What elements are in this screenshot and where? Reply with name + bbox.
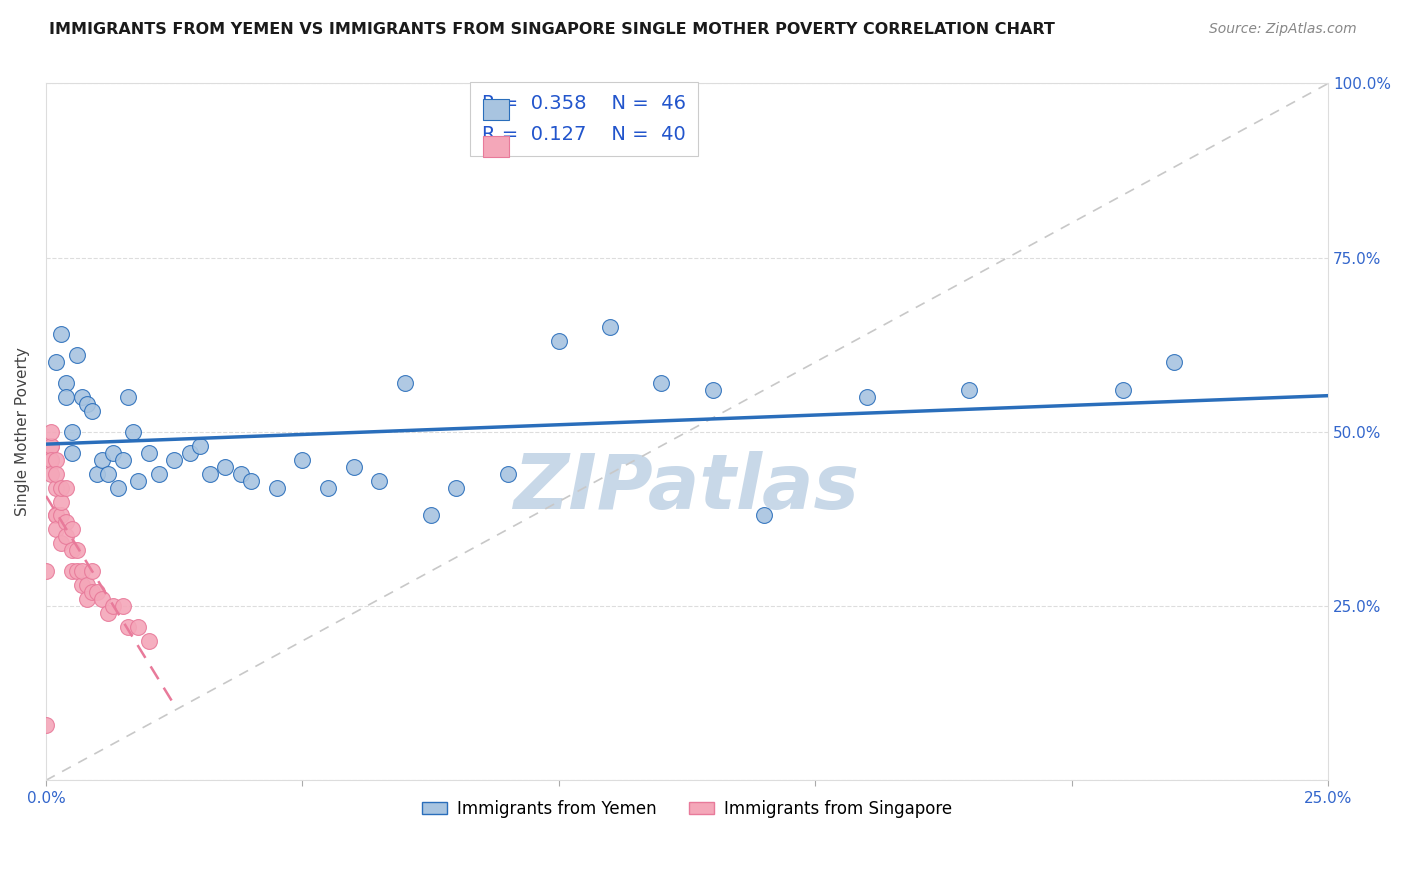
Point: [127, 620, 149, 634]
Point: [547, 334, 569, 349]
Point: [117, 390, 139, 404]
Text: IMMIGRANTS FROM YEMEN VS IMMIGRANTS FROM SINGAPORE SINGLE MOTHER POVERTY CORRELA: IMMIGRANTS FROM YEMEN VS IMMIGRANTS FROM…: [49, 22, 1054, 37]
Point: [55, 390, 77, 404]
Point: [39, 467, 62, 481]
Point: [855, 390, 877, 404]
Point: [1163, 355, 1185, 369]
Point: [446, 481, 468, 495]
Point: [39, 452, 62, 467]
Point: [60, 543, 83, 558]
Point: [316, 481, 339, 495]
Point: [70, 390, 93, 404]
Point: [60, 425, 83, 439]
Point: [107, 481, 129, 495]
Point: [66, 564, 89, 578]
Point: [66, 543, 89, 558]
Point: [60, 564, 83, 578]
FancyBboxPatch shape: [484, 136, 509, 157]
Point: [122, 425, 145, 439]
Point: [101, 446, 124, 460]
Text: Source: ZipAtlas.com: Source: ZipAtlas.com: [1209, 22, 1357, 37]
Point: [240, 474, 263, 488]
Point: [39, 439, 62, 453]
Point: [60, 446, 83, 460]
Point: [188, 439, 211, 453]
Point: [752, 508, 775, 523]
Point: [45, 467, 67, 481]
Point: [51, 327, 73, 342]
Point: [55, 516, 77, 530]
Point: [368, 474, 391, 488]
Point: [82, 564, 104, 578]
Point: [70, 564, 93, 578]
Point: [82, 404, 104, 418]
Point: [138, 446, 160, 460]
Point: [66, 348, 89, 362]
Point: [957, 383, 980, 397]
Point: [35, 717, 58, 731]
Point: [138, 634, 160, 648]
Point: [394, 376, 416, 390]
Point: [148, 467, 170, 481]
Point: [45, 481, 67, 495]
Point: [45, 508, 67, 523]
Point: [291, 452, 314, 467]
Point: [45, 508, 67, 523]
Point: [55, 481, 77, 495]
Text: ZIPatlas: ZIPatlas: [515, 450, 860, 524]
Point: [86, 467, 108, 481]
Point: [343, 459, 366, 474]
FancyBboxPatch shape: [484, 100, 509, 120]
Point: [76, 578, 98, 592]
Point: [702, 383, 724, 397]
Point: [101, 599, 124, 613]
Point: [163, 452, 186, 467]
Point: [76, 592, 98, 607]
Point: [55, 529, 77, 543]
Point: [650, 376, 672, 390]
Point: [229, 467, 252, 481]
Point: [127, 474, 149, 488]
Point: [51, 481, 73, 495]
Point: [266, 481, 288, 495]
Point: [91, 452, 114, 467]
Point: [599, 320, 621, 334]
Point: [51, 508, 73, 523]
Point: [39, 439, 62, 453]
Point: [82, 585, 104, 599]
Text: R =  0.358    N =  46
R =  0.127    N =  40: R = 0.358 N = 46 R = 0.127 N = 40: [482, 94, 686, 144]
Legend: Immigrants from Yemen, Immigrants from Singapore: Immigrants from Yemen, Immigrants from S…: [415, 793, 959, 824]
Point: [51, 494, 73, 508]
Point: [96, 467, 118, 481]
Point: [45, 523, 67, 537]
Point: [91, 592, 114, 607]
Point: [45, 355, 67, 369]
Point: [76, 397, 98, 411]
Point: [214, 459, 236, 474]
Point: [39, 425, 62, 439]
Y-axis label: Single Mother Poverty: Single Mother Poverty: [15, 347, 30, 516]
Point: [70, 578, 93, 592]
Point: [60, 523, 83, 537]
Point: [51, 536, 73, 550]
Point: [39, 452, 62, 467]
Point: [419, 508, 441, 523]
Point: [111, 452, 134, 467]
Point: [35, 564, 58, 578]
Point: [1112, 383, 1135, 397]
Point: [496, 467, 519, 481]
Point: [111, 599, 134, 613]
Point: [198, 467, 221, 481]
Point: [96, 606, 118, 620]
Point: [117, 620, 139, 634]
Point: [55, 376, 77, 390]
Point: [86, 585, 108, 599]
Point: [179, 446, 201, 460]
Point: [45, 452, 67, 467]
